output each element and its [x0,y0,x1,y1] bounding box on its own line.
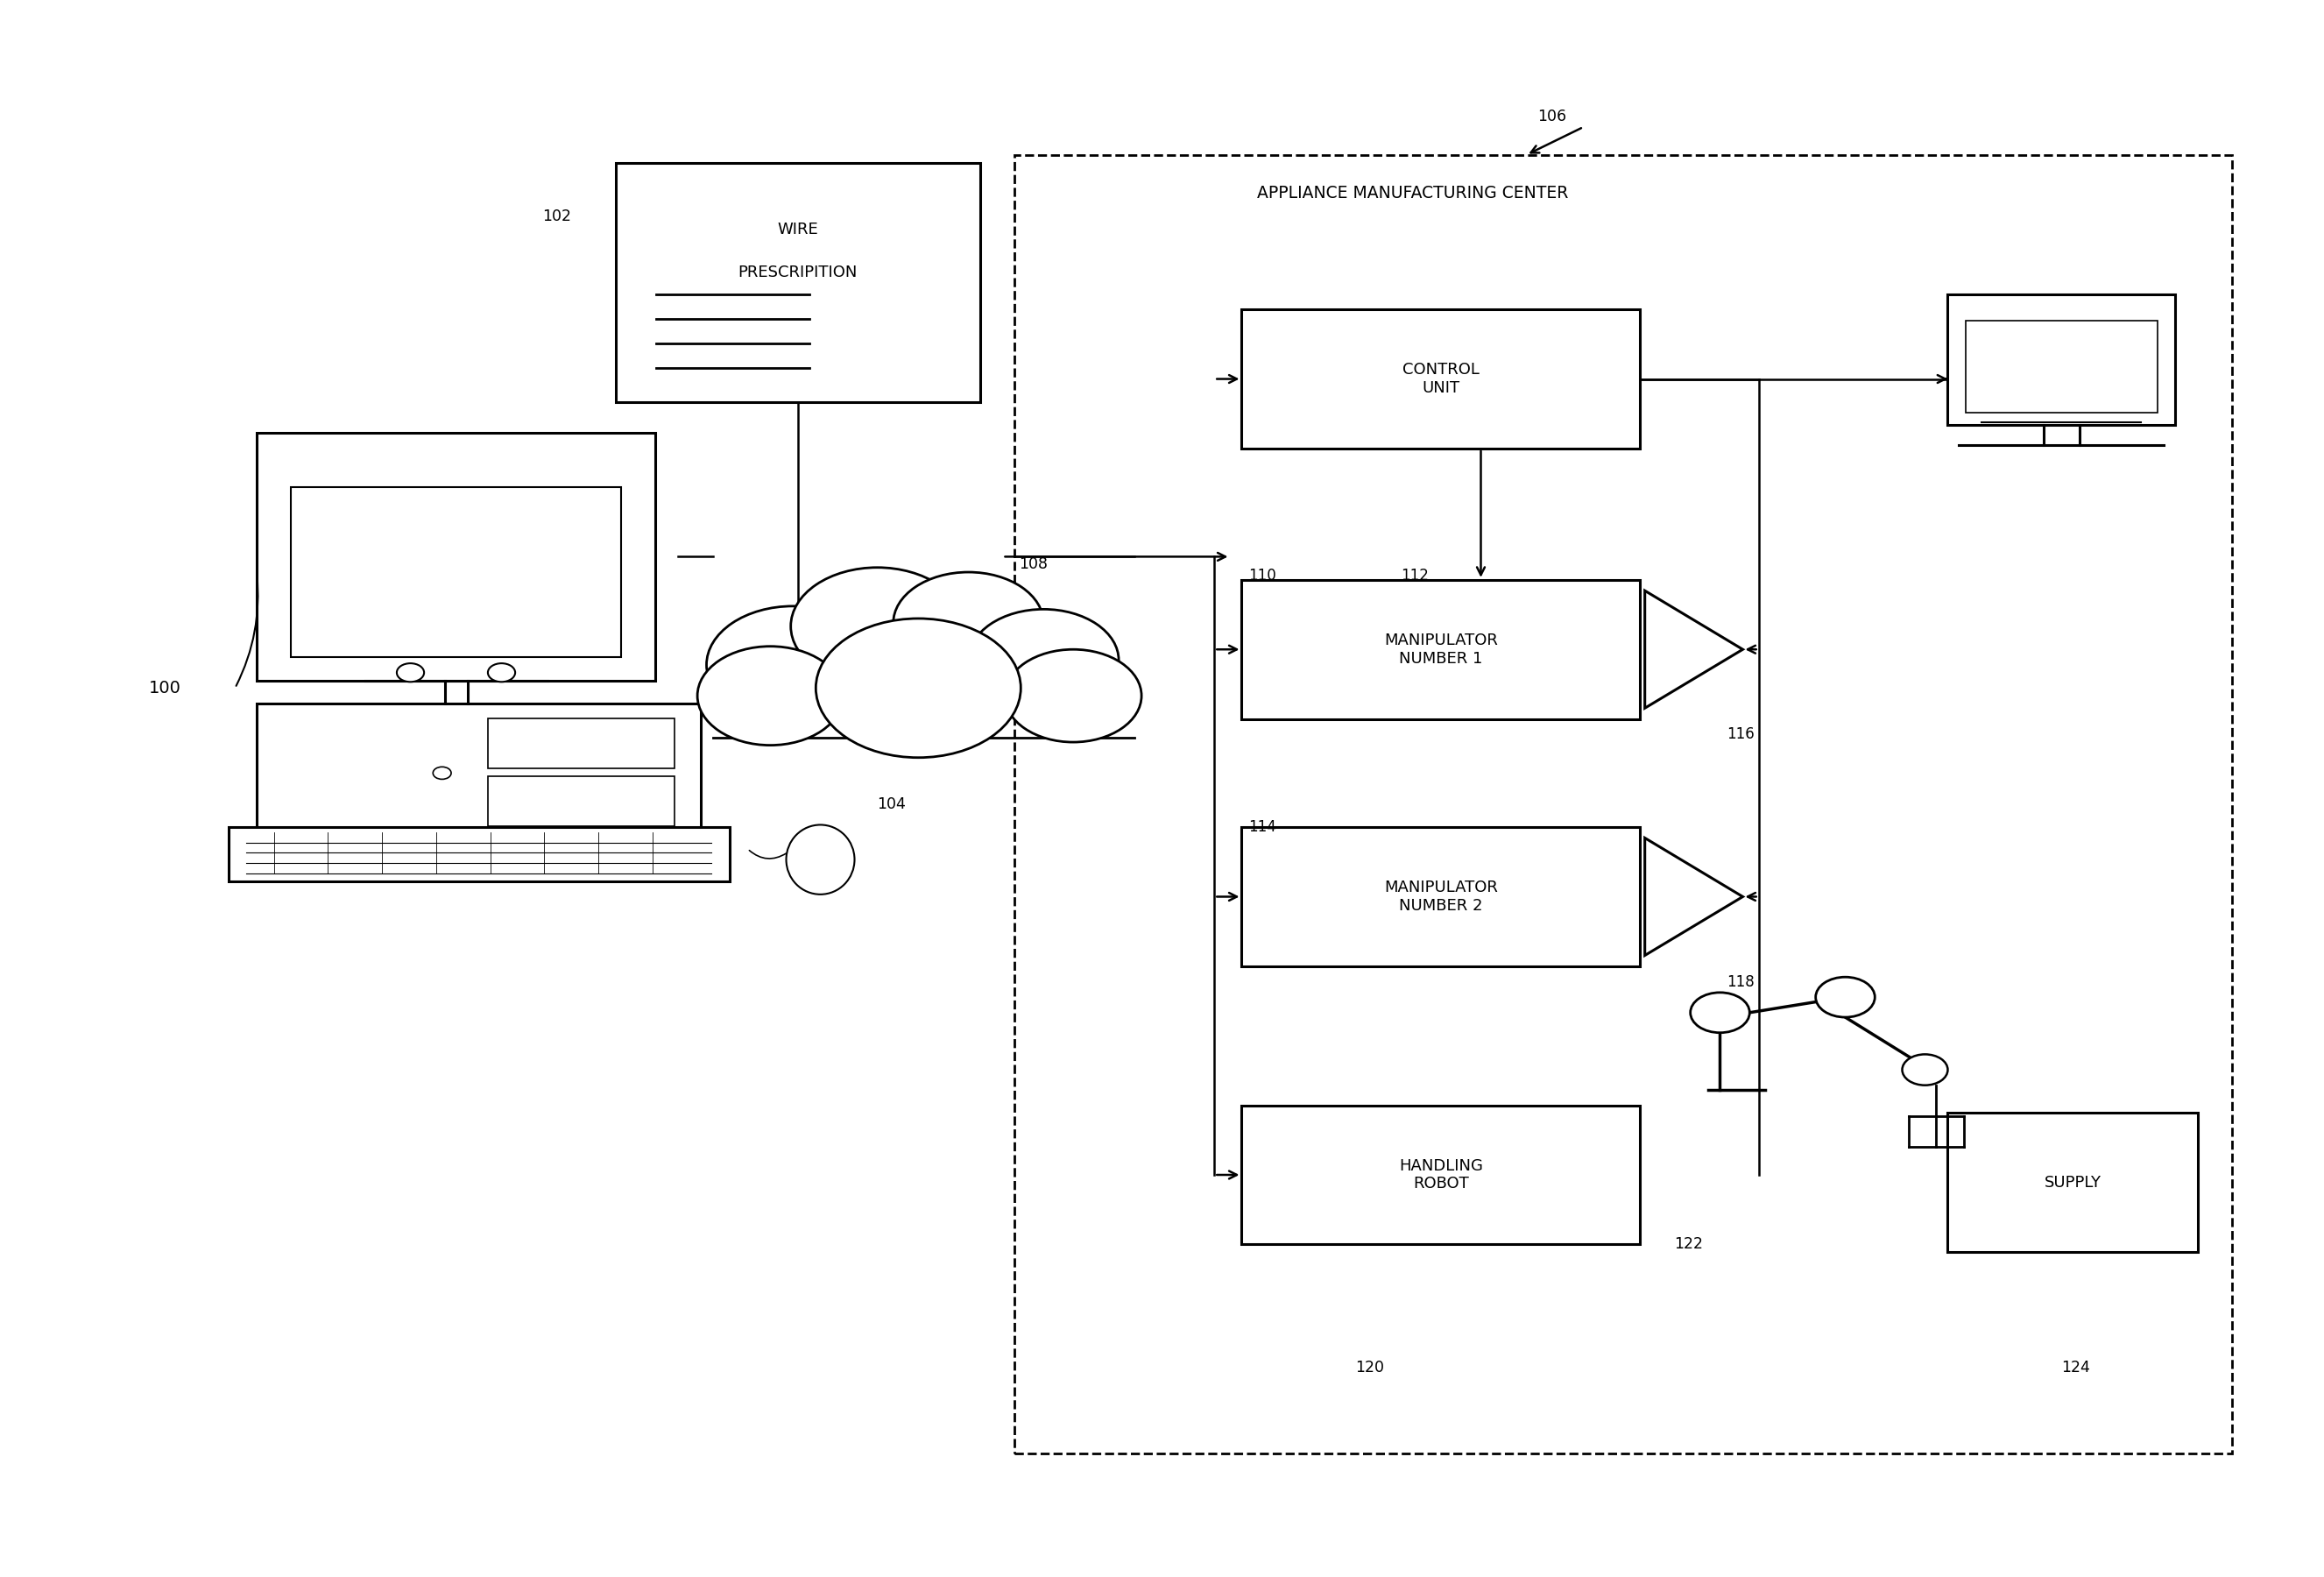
Text: HANDLING
ROBOT: HANDLING ROBOT [1399,1158,1483,1192]
Text: 106: 106 [1538,109,1566,125]
Text: SUPPLY: SUPPLY [2045,1175,2101,1191]
Circle shape [488,664,516,681]
Text: APPLIANCE MANUFACTURING CENTER: APPLIANCE MANUFACTURING CENTER [1257,185,1569,202]
Polygon shape [1645,591,1743,708]
Bar [616,162,981,402]
Bar [1241,309,1641,448]
Bar [256,703,702,842]
Bar [256,434,655,680]
Text: 102: 102 [541,208,572,224]
Circle shape [397,664,423,681]
Bar [1966,320,2157,413]
Text: 116: 116 [1727,727,1755,743]
Text: 118: 118 [1727,973,1755,990]
Text: MANIPULATOR
NUMBER 2: MANIPULATOR NUMBER 2 [1385,880,1499,913]
Text: 112: 112 [1401,568,1429,583]
Text: 100: 100 [149,680,181,697]
Text: WIRE: WIRE [776,222,818,238]
Polygon shape [1645,837,1743,956]
Circle shape [706,606,878,724]
Text: 104: 104 [876,796,906,812]
Bar [1948,293,2175,426]
Circle shape [969,609,1118,711]
Bar [1948,1113,2199,1252]
Bar [1241,828,1641,967]
Circle shape [1903,1055,1948,1085]
Circle shape [1690,992,1750,1033]
Ellipse shape [786,825,855,894]
Bar [290,487,621,658]
Bar [1241,1105,1641,1244]
Text: PRESCRIPITION: PRESCRIPITION [737,265,858,281]
Text: 108: 108 [1020,557,1048,572]
Text: MANIPULATOR
NUMBER 1: MANIPULATOR NUMBER 1 [1385,632,1499,667]
Bar [1013,155,2233,1452]
Text: 124: 124 [2061,1359,2089,1375]
Circle shape [1004,650,1141,743]
Text: 122: 122 [1673,1236,1703,1252]
Text: 120: 120 [1355,1359,1385,1375]
Bar [488,718,674,768]
Text: CONTROL
UNIT: CONTROL UNIT [1401,363,1480,396]
Circle shape [432,766,451,779]
Text: 114: 114 [1248,820,1276,836]
Circle shape [790,568,964,684]
Bar [488,776,674,826]
Circle shape [1815,978,1875,1017]
Circle shape [816,618,1020,757]
Circle shape [697,647,844,746]
Circle shape [892,572,1043,673]
Bar [228,826,730,882]
Text: 110: 110 [1248,568,1276,583]
Bar [1241,580,1641,719]
